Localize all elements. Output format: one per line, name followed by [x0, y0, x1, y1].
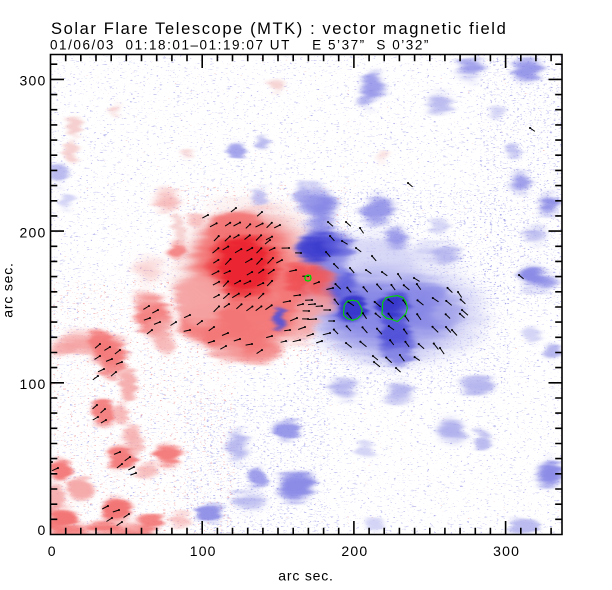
svg-text:200: 200 — [20, 224, 47, 240]
svg-text:0: 0 — [48, 543, 57, 559]
svg-text:100: 100 — [190, 543, 217, 559]
svg-text:200: 200 — [341, 543, 368, 559]
svg-text:300: 300 — [20, 73, 47, 89]
svg-text:01/06/03 01:18:01–01:19:07 UT: 01/06/03 01:18:01–01:19:07 UT E 5’37” S … — [50, 38, 430, 53]
svg-text:arc sec.: arc sec. — [278, 568, 333, 584]
svg-text:arc sec.: arc sec. — [0, 262, 16, 317]
svg-text:0: 0 — [38, 522, 47, 538]
svg-text:100: 100 — [20, 376, 47, 392]
svg-text:300: 300 — [493, 543, 520, 559]
svg-text:Solar Flare Telescope (MTK) :: Solar Flare Telescope (MTK) : vector mag… — [51, 20, 507, 38]
